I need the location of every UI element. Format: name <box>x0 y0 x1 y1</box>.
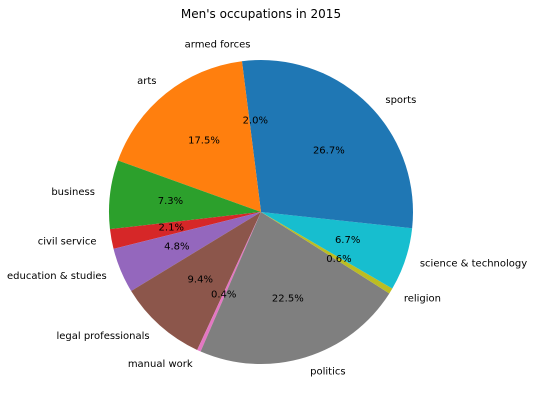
slice-percent-labels: 2.0% 17.5% 7.3% 2.1% 4.8% 9.4% 0.4% 22.5% 0.6% 6.… <box>158 115 361 304</box>
slice-label-religion: religion <box>404 293 441 304</box>
pie-slice-science-and-technology <box>261 212 413 289</box>
pie-slice-business <box>109 160 262 230</box>
chart-title: Men's occupations in 2015 <box>181 7 341 21</box>
slice-label-politics: politics <box>310 366 345 377</box>
slice-label-sports: sports <box>385 95 416 106</box>
slice-label-armed-forces: armed forces <box>185 40 251 51</box>
slice-percent-religion: 0.6% <box>326 254 351 265</box>
slice-label-legal-professionals: legal professionals <box>56 331 149 342</box>
slice-label-arts: arts <box>137 76 156 87</box>
pie-slice-religion <box>261 212 393 294</box>
pie-slice-politics <box>200 212 390 365</box>
slice-percent-arts: 17.5% <box>188 135 220 146</box>
slice-label-civil-service: civil service <box>38 236 97 247</box>
pie-slice-legal-professionals <box>131 212 261 350</box>
pie-slice-sports <box>261 60 413 229</box>
slice-label-education-and-studies: education & studies <box>7 271 107 282</box>
pie-slice-education-and-studies <box>113 212 261 292</box>
slice-percent-education-and-studies: 4.8% <box>164 242 189 253</box>
slice-percent-politics: 22.5% <box>272 294 304 305</box>
slice-percent-science-and-technology: 6.7% <box>335 235 360 246</box>
slice-label-business: business <box>51 187 95 198</box>
slice-percent-business: 7.3% <box>158 196 183 207</box>
slice-percent-civil-service: 2.1% <box>159 223 184 234</box>
slice-label-science-and-technology: science & technology <box>420 259 527 270</box>
pie-slice-manual-work <box>197 212 261 352</box>
pie-slice-arts <box>117 61 262 213</box>
slice-percent-sports: 26.7% <box>313 146 345 157</box>
pie-slice-civil-service <box>109 212 261 249</box>
slice-percent-legal-professionals: 9.4% <box>188 275 213 286</box>
slice-label-manual-work: manual work <box>128 359 193 370</box>
pie-slices <box>109 60 413 365</box>
pie-slice-armed-forces <box>241 60 261 212</box>
slice-percent-armed-forces: 2.0% <box>243 115 268 126</box>
slice-labels: armed forces arts business civil service edu… <box>7 40 527 378</box>
slice-percent-manual-work: 0.4% <box>211 290 236 301</box>
